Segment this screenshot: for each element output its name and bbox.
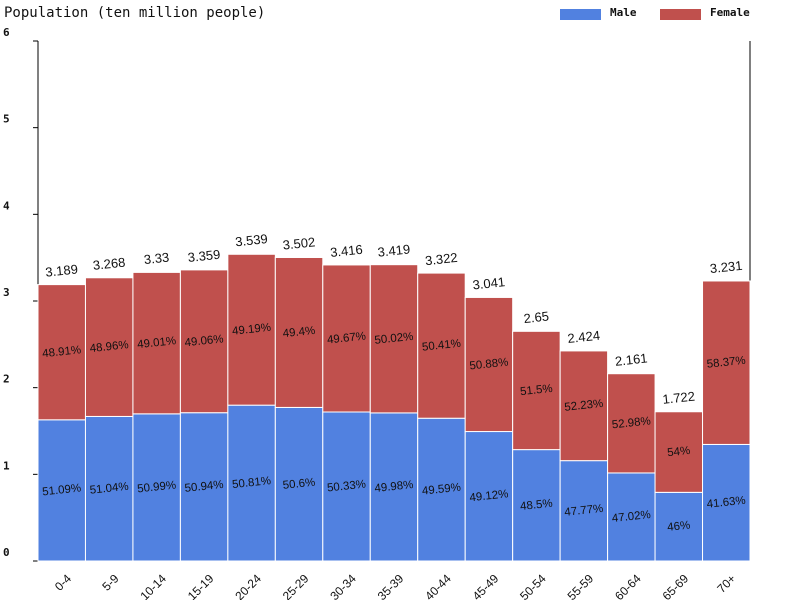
segment-label: 50.02% [374, 331, 414, 347]
segment-label: 49.98% [374, 479, 414, 495]
segment-label: 50.94% [184, 479, 224, 495]
y-tick-label: 5 [3, 113, 10, 126]
segment-label: 41.63% [706, 495, 746, 511]
bar-segment [654, 491, 704, 562]
bar-segment [464, 296, 514, 433]
segment-label: 50.88% [469, 357, 509, 373]
segment-label: 47.02% [611, 509, 651, 525]
x-tick-label: 45-49 [470, 571, 502, 600]
segment-label: 50.99% [137, 479, 177, 495]
x-tick-label: 50-54 [517, 571, 549, 600]
y-tick-label: 1 [3, 459, 10, 472]
total-label: 3.231 [709, 258, 743, 276]
total-label: 3.189 [45, 261, 79, 279]
x-tick-label: 60-64 [612, 571, 644, 600]
bar-segment [559, 460, 609, 562]
bar-segment [559, 350, 609, 462]
bar-segment [227, 404, 276, 562]
x-tick-label: 5-9 [99, 571, 121, 593]
total-label: 3.268 [92, 255, 126, 273]
segment-label: 48.91% [42, 344, 82, 360]
bar-segment [464, 431, 514, 562]
segment-label: 50.6% [282, 477, 316, 492]
legend-label: Male [610, 6, 637, 19]
segment-label: 49.06% [184, 333, 224, 349]
total-label: 1.722 [662, 389, 696, 407]
bar-segment [132, 271, 181, 415]
segment-label: 49.59% [421, 482, 461, 498]
total-label: 3.539 [235, 231, 269, 249]
bar-segment [607, 373, 656, 474]
bar-segment [417, 272, 466, 419]
legend-swatch [560, 9, 601, 20]
x-tick-label: 10-14 [137, 571, 169, 600]
segment-label: 52.98% [611, 415, 651, 431]
bar-segment [654, 411, 704, 493]
bar-segment [322, 264, 371, 413]
y-tick-label: 4 [3, 199, 10, 212]
bar-segment [512, 330, 561, 451]
chart-title: Population (ten million people) [4, 5, 265, 21]
y-tick-label: 6 [3, 26, 10, 39]
total-label: 3.416 [329, 242, 363, 260]
x-tick-label: 40-44 [422, 571, 454, 600]
y-tick-label: 0 [3, 546, 10, 559]
segment-label: 49.19% [232, 322, 272, 338]
segment-label: 49.12% [469, 488, 509, 504]
bar-segment [322, 411, 371, 562]
total-label: 2.161 [614, 350, 648, 368]
bar-segment [37, 284, 86, 421]
bar-segment [702, 280, 751, 445]
bar-segment [702, 443, 751, 562]
total-label: 3.502 [282, 234, 316, 252]
total-label: 3.419 [377, 241, 411, 259]
x-tick-label: 15-19 [185, 571, 217, 600]
y-tick-label: 2 [3, 373, 10, 386]
segment-label: 49.4% [282, 325, 316, 340]
segment-label: 51.5% [520, 383, 554, 398]
total-label: 3.041 [472, 274, 506, 292]
total-label: 2.424 [567, 328, 601, 346]
total-label: 3.322 [424, 250, 458, 268]
legend-swatch [660, 9, 701, 20]
segment-label: 50.41% [421, 338, 461, 354]
legend-label: Female [710, 6, 750, 19]
x-tick-label: 30-34 [327, 571, 359, 600]
total-label: 3.33 [143, 250, 170, 268]
segment-label: 52.23% [564, 398, 604, 414]
segment-label: 50.33% [327, 479, 367, 495]
bar-segment [369, 264, 419, 414]
segment-label: 47.77% [564, 503, 604, 519]
bar-segment [274, 256, 324, 408]
segment-label: 58.37% [706, 355, 746, 371]
bar-segment [274, 406, 324, 562]
bar-segment [607, 472, 656, 562]
bar-segment [227, 253, 276, 406]
segment-label: 51.09% [42, 482, 82, 498]
x-tick-label: 70+ [714, 571, 738, 595]
bar-segment [179, 269, 229, 414]
x-tick-label: 35-39 [375, 571, 407, 600]
x-tick-label: 0-4 [52, 571, 74, 593]
bar-segment [369, 412, 419, 562]
bar-segment [84, 277, 134, 417]
x-tick-label: 55-59 [565, 571, 597, 600]
segment-label: 49.01% [137, 335, 177, 351]
y-tick-label: 3 [3, 286, 10, 299]
bar-segment [84, 415, 134, 562]
segment-label: 50.81% [232, 475, 272, 491]
segment-label: 46% [667, 520, 691, 534]
segment-label: 51.04% [89, 481, 129, 497]
x-tick-label: 65-69 [660, 571, 692, 600]
x-tick-label: 25-29 [280, 571, 312, 600]
segment-label: 48.5% [520, 498, 554, 513]
total-label: 3.359 [187, 247, 221, 265]
segment-label: 49.67% [327, 330, 367, 346]
total-label: 2.65 [523, 308, 550, 326]
x-tick-label: 20-24 [232, 571, 264, 600]
segment-label: 48.96% [89, 339, 129, 355]
segment-label: 54% [667, 445, 691, 459]
